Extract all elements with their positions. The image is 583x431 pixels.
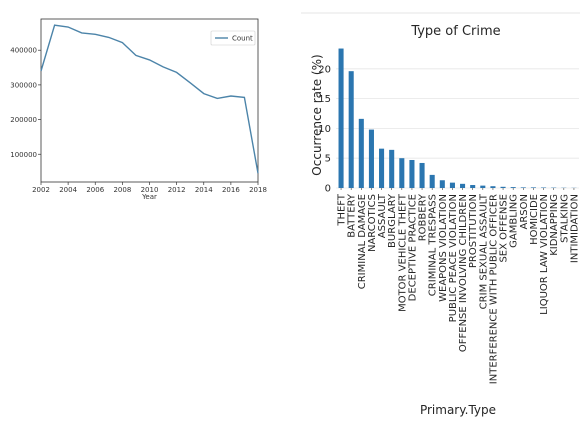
line-x-tick-label: 2014 <box>195 186 213 194</box>
bar-x-tick-label: PROSTITUTION <box>468 194 479 268</box>
bar-homicide <box>530 187 536 188</box>
line-x-tick-label: 2008 <box>113 186 131 194</box>
line-x-tick-label: 2018 <box>249 186 267 194</box>
bar-x-tick-label: CRIMINAL TRESPASS <box>428 194 439 296</box>
bar-x-tick-label: DECEPTIVE PRACTICE <box>407 194 418 301</box>
bar-x-tick-label: HOMICIDE <box>529 194 540 245</box>
bar-y-tick-label: 5 <box>325 154 331 165</box>
legend-box <box>210 30 256 46</box>
bar-x-tick-label: GAMBLING <box>509 194 520 248</box>
line-x-tick-label: 2004 <box>59 186 77 194</box>
line-y-tick-label: 400000 <box>10 47 37 55</box>
bar-criminal-damage <box>358 118 364 188</box>
bar-x-tick-label: INTIMIDATION <box>569 194 580 263</box>
bar-narcotics <box>368 129 374 188</box>
bar-y-ticks: 0 5 10 15 20 <box>318 64 331 194</box>
bar-x-tick-label: CRIMINAL DAMAGE <box>357 194 368 289</box>
bar-crim-sexual-assault <box>480 185 486 188</box>
bar-x-tick-label: STALKING <box>559 194 570 243</box>
bar-x-ticks: THEFT BATTERY CRIMINAL DAMAGE NARCOTICS ASSA… <box>337 188 580 384</box>
line-y-tick-label: 300000 <box>10 81 37 89</box>
bar-y-tick-label: 10 <box>318 124 331 135</box>
bar-x-tick-label: SEX OFFENSE <box>499 194 510 263</box>
bar-x-tick-label: INTERFERENCE WITH PUBLIC OFFICER <box>488 194 499 384</box>
line-series-count <box>40 24 259 174</box>
bar-x-tick-label: OFFENSE INVOLVING CHILDREN <box>458 194 469 352</box>
bar-x-tick-label: BATTERY <box>347 193 358 238</box>
bar-sex-offense <box>500 186 506 188</box>
bar-x-tick-label: PUBLIC PEACE VIOLATION <box>448 194 459 322</box>
bar-x-tick-label: ROBBERY <box>418 193 429 241</box>
bar-x-tick-label: ARSON <box>519 194 530 230</box>
bar-x-tick-label: THEFT <box>337 193 348 227</box>
bar-x-tick-label: MOTOR VEHICLE THEFT <box>397 193 408 312</box>
bar-x-tick-label: ASSAULT <box>377 193 388 238</box>
bar-y-tick-label: 20 <box>318 64 331 75</box>
bar-public-peace-violation <box>449 182 455 188</box>
bar-grid <box>336 68 579 189</box>
line-y-tick-label: 100000 <box>10 151 37 159</box>
bar-interference-with-public-officer <box>490 186 496 188</box>
bar-prostitution <box>470 185 476 188</box>
line-x-tick-label: 2010 <box>141 186 159 194</box>
bar-arson <box>520 187 526 188</box>
bar-assault <box>379 148 385 188</box>
bar-x-tick-label: CRIM SEXUAL ASSAULT <box>478 193 489 309</box>
line-legend: Count <box>210 30 256 46</box>
bar-offense-involving-children <box>460 183 466 188</box>
bar-chart-title: Type of Crime <box>410 24 500 39</box>
bar-x-tick-label: KIDNAPPING <box>549 194 560 256</box>
bar-series <box>338 48 577 188</box>
bar-robbery <box>419 162 425 188</box>
bar-x-tick-label: NARCOTICS <box>367 194 378 252</box>
bar-battery <box>348 71 354 188</box>
line-y-ticks: 100000 200000 300000 400000 <box>10 47 41 159</box>
bar-gambling <box>510 187 516 188</box>
bar-y-axis-label: Occurrence rate (%) <box>310 54 324 175</box>
bar-x-tick-label: BURGLARY <box>387 193 398 248</box>
bar-x-tick-label: LIQUOR LAW VIOLATION <box>539 194 550 315</box>
line-x-ticks: 2002 2004 2006 2008 2010 2012 2014 2016 2018 <box>32 182 267 194</box>
bar-weapons-violation <box>439 180 445 188</box>
bar-deceptive-practice <box>409 159 415 188</box>
line-chart: 2002 2004 2006 2008 2010 2012 2014 2016 2018 100… <box>10 18 267 201</box>
line-x-tick-label: 2012 <box>168 186 186 194</box>
line-x-tick-label: 2002 <box>32 186 50 194</box>
line-y-tick-label: 200000 <box>10 116 37 124</box>
bar-y-tick-label: 15 <box>318 94 331 105</box>
line-x-axis-label: Year <box>141 193 157 201</box>
line-x-tick-label: 2016 <box>222 186 240 194</box>
bar-theft <box>338 48 344 188</box>
bar-x-tick-label: WEAPONS VIOLATION <box>438 194 449 302</box>
line-x-tick-label: 2006 <box>86 186 104 194</box>
bar-motor-vehicle-theft <box>399 158 405 188</box>
legend-label-count: Count <box>232 35 253 43</box>
bar-burglary <box>389 149 395 188</box>
bar-x-axis-label: Primary.Type <box>420 403 496 417</box>
bar-y-tick-label: 0 <box>325 184 331 195</box>
bar-criminal-trespass <box>429 174 435 188</box>
